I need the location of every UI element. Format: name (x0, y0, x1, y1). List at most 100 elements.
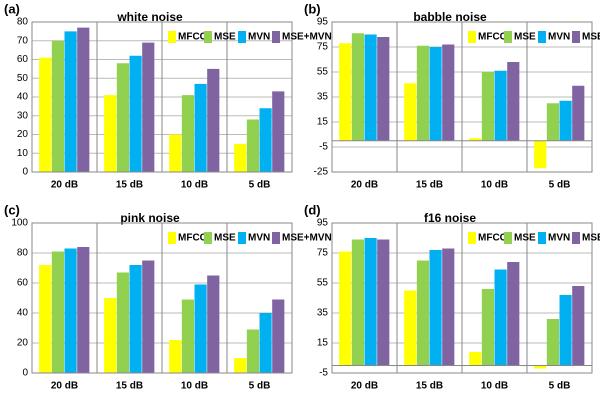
x-tick-label: 20 dB (51, 381, 78, 392)
bar (142, 42, 155, 172)
bar (51, 40, 64, 172)
bar (64, 248, 77, 373)
bar (494, 70, 507, 141)
bar (207, 275, 220, 373)
legend-label: MSE (514, 233, 536, 244)
legend-label: MSE+MVN (282, 32, 332, 43)
y-tick-label: 55 (317, 67, 329, 78)
bar (39, 57, 52, 172)
x-tick-label: 15 dB (116, 381, 143, 392)
panel-label: (c) (4, 202, 20, 217)
x-tick-label: 10 dB (181, 180, 208, 191)
bar (429, 47, 442, 141)
bar (51, 251, 64, 373)
bar (572, 85, 585, 141)
bar (339, 43, 352, 141)
x-tick-label: 5 dB (249, 381, 271, 392)
bar (559, 100, 572, 141)
x-tick-label: 15 dB (416, 381, 443, 392)
legend-swatch (204, 31, 212, 43)
y-tick-label: 50 (17, 73, 29, 84)
legend-label: MSE+MVN (582, 32, 600, 43)
x-tick-label: 20 dB (351, 381, 378, 392)
y-tick-label: 35 (317, 308, 329, 319)
legend-swatch (572, 232, 580, 244)
legend-label: MVN (248, 233, 270, 244)
bar (169, 134, 182, 172)
y-tick-label: 100 (11, 218, 28, 229)
bar (546, 103, 559, 141)
legend-swatch (468, 31, 476, 43)
legend-label: MFCC (478, 32, 507, 43)
bar (272, 299, 285, 373)
bar (194, 83, 207, 172)
bar (246, 119, 259, 172)
bar (469, 138, 482, 141)
y-tick-label: 10 (17, 148, 29, 159)
legend-label: MSE (214, 233, 236, 244)
bar (181, 299, 194, 373)
legend-swatch (272, 232, 280, 244)
bar (507, 262, 520, 366)
x-tick-label: 20 dB (51, 180, 78, 191)
bar (77, 27, 90, 172)
bar (39, 265, 52, 373)
legend-label: MSE (214, 32, 236, 43)
bar (572, 286, 585, 366)
y-tick-label: 80 (17, 248, 29, 259)
legend-swatch (272, 31, 280, 43)
bar (559, 295, 572, 366)
y-tick-label: 20 (17, 338, 29, 349)
y-tick-label: -25 (314, 167, 329, 178)
y-tick-label: 40 (17, 308, 29, 319)
panel-label: (d) (304, 202, 321, 217)
x-tick-label: 15 dB (116, 180, 143, 191)
bar (194, 284, 207, 373)
legend-label: MSE+MVN (282, 233, 332, 244)
bar (546, 319, 559, 366)
legend-swatch (538, 232, 546, 244)
bar (534, 365, 547, 369)
legend-label: MVN (248, 32, 270, 43)
bar (77, 247, 90, 373)
bar (181, 95, 194, 172)
bar (351, 239, 364, 366)
bar (259, 108, 272, 172)
bar (104, 95, 117, 172)
x-tick-label: 10 dB (181, 381, 208, 392)
legend-label: MSE (514, 32, 536, 43)
panel-label: (b) (304, 1, 321, 16)
legend-label: MFCC (178, 32, 207, 43)
legend-label: MSE+MVN (582, 233, 600, 244)
legend-swatch (538, 31, 546, 43)
bar (416, 45, 429, 141)
y-tick-label: 35 (317, 92, 329, 103)
y-tick-label: 95 (317, 218, 329, 229)
chart-title: babble noise (413, 10, 487, 24)
bar (142, 260, 155, 373)
bar (404, 83, 417, 141)
bar (507, 62, 520, 141)
bar (494, 269, 507, 366)
legend-swatch (238, 31, 246, 43)
y-tick-label: 30 (17, 110, 29, 121)
legend-swatch (168, 31, 176, 43)
bar (364, 34, 377, 141)
bar (364, 238, 377, 366)
bar (442, 248, 455, 366)
bar (259, 313, 272, 373)
y-tick-label: 75 (317, 248, 329, 259)
legend-label: MVN (548, 233, 570, 244)
legend-swatch (572, 31, 580, 43)
chart-title: white noise (116, 10, 183, 24)
y-tick-label: 70 (17, 35, 29, 46)
legend-swatch (468, 232, 476, 244)
legend-swatch (204, 232, 212, 244)
bar (351, 33, 364, 141)
bar (116, 63, 129, 172)
bar (207, 68, 220, 172)
legend-label: MVN (548, 32, 570, 43)
x-tick-label: 5 dB (249, 180, 271, 191)
bar (429, 250, 442, 366)
bar (404, 290, 417, 366)
